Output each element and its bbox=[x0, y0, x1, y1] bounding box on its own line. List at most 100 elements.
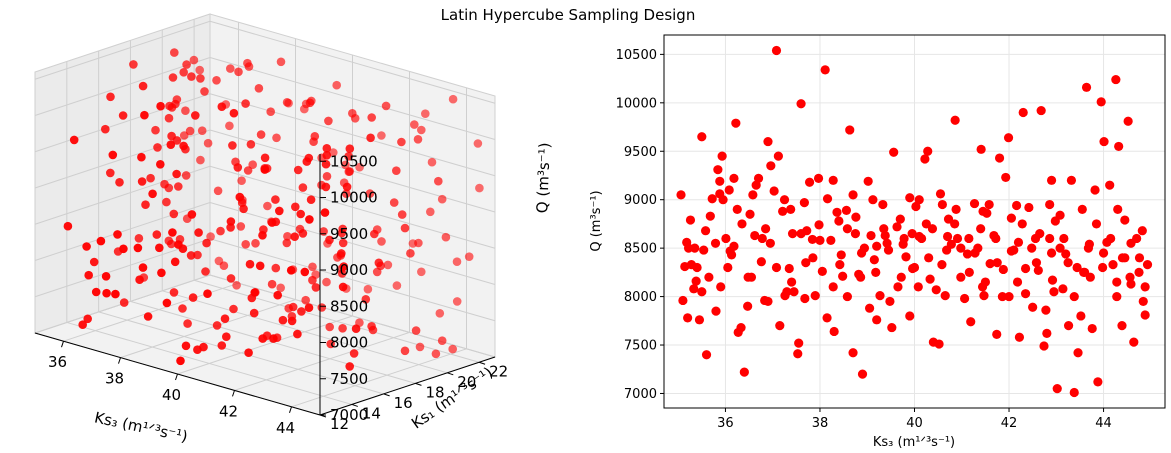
data-point-3d bbox=[278, 315, 288, 325]
data-point-3d bbox=[133, 243, 143, 253]
data-point-3d bbox=[82, 242, 91, 251]
data-point-3d bbox=[260, 153, 270, 163]
data-point bbox=[704, 272, 714, 282]
data-point bbox=[942, 231, 953, 242]
data-point bbox=[905, 193, 915, 203]
data-point-3d bbox=[337, 228, 347, 238]
data-point bbox=[1052, 384, 1062, 394]
data-point-3d bbox=[361, 295, 371, 304]
data-point-3d bbox=[151, 125, 160, 135]
data-point bbox=[956, 243, 966, 253]
data-point-3d bbox=[232, 281, 241, 290]
data-point-3d bbox=[181, 171, 191, 180]
data-point bbox=[799, 198, 809, 208]
data-point-3d bbox=[183, 319, 192, 328]
data-point-3d bbox=[212, 76, 221, 85]
data-point bbox=[1098, 248, 1109, 258]
data-point bbox=[683, 313, 693, 323]
data-point bbox=[802, 226, 812, 236]
data-point bbox=[769, 186, 779, 196]
data-point bbox=[1014, 332, 1025, 342]
data-point bbox=[726, 250, 737, 260]
data-point bbox=[1076, 311, 1086, 321]
data-point-3d bbox=[345, 144, 355, 153]
data-point-3d bbox=[320, 208, 330, 217]
data-point bbox=[1033, 265, 1043, 276]
data-point-3d bbox=[417, 125, 426, 135]
data-point-3d bbox=[324, 116, 333, 126]
data-point bbox=[880, 230, 890, 241]
data-point-3d bbox=[196, 155, 205, 165]
data-point-3d bbox=[287, 316, 297, 326]
data-point bbox=[1045, 233, 1055, 244]
data-point bbox=[991, 233, 1001, 244]
data-point bbox=[729, 241, 739, 251]
data-point-3d bbox=[417, 267, 426, 277]
data-point bbox=[1013, 237, 1024, 247]
data-point bbox=[1006, 213, 1016, 223]
data-point bbox=[822, 313, 832, 323]
data-point-3d bbox=[196, 74, 205, 83]
data-point bbox=[1020, 263, 1031, 274]
data-point-3d bbox=[118, 111, 128, 120]
data-point bbox=[1055, 210, 1065, 220]
data-point bbox=[1112, 291, 1122, 302]
data-point bbox=[864, 303, 875, 313]
data-point bbox=[895, 214, 905, 224]
data-point-3d bbox=[338, 238, 348, 248]
data-point bbox=[964, 233, 974, 244]
data-point-3d bbox=[322, 144, 332, 153]
data-point bbox=[743, 272, 753, 282]
data-point bbox=[871, 267, 881, 277]
data-point-3d bbox=[243, 58, 252, 68]
data-point-3d bbox=[140, 110, 149, 120]
data-point bbox=[931, 285, 941, 295]
grid-line-z bbox=[34, 165, 211, 225]
data-point-3d bbox=[271, 263, 281, 273]
data-point bbox=[705, 211, 715, 221]
y-tick-mark-3d bbox=[415, 382, 422, 386]
data-point bbox=[869, 255, 879, 265]
data-point bbox=[786, 204, 796, 214]
data-point bbox=[1042, 328, 1052, 338]
data-point-3d bbox=[119, 298, 129, 307]
data-point bbox=[700, 226, 711, 236]
z-tick-label-3d: 9500 bbox=[330, 225, 368, 243]
data-point bbox=[978, 206, 988, 216]
data-point bbox=[850, 229, 861, 239]
data-point bbox=[1066, 175, 1077, 185]
data-point bbox=[1108, 260, 1118, 270]
data-point-3d bbox=[212, 321, 222, 330]
data-point-3d bbox=[102, 288, 111, 298]
data-point-3d bbox=[101, 124, 110, 134]
data-point bbox=[804, 177, 815, 187]
data-point bbox=[820, 65, 830, 75]
data-point bbox=[721, 233, 731, 244]
data-point-3d bbox=[266, 107, 276, 116]
data-point-3d bbox=[220, 314, 230, 324]
data-point-3d bbox=[228, 141, 237, 150]
data-point bbox=[872, 241, 882, 251]
data-point-3d bbox=[201, 267, 210, 276]
data-point bbox=[1001, 172, 1011, 183]
data-point bbox=[863, 176, 873, 186]
data-point bbox=[1081, 82, 1092, 92]
data-point-3d bbox=[187, 210, 197, 219]
data-point bbox=[1085, 272, 1095, 282]
z-tick-label-3d: 7500 bbox=[330, 370, 368, 388]
data-point bbox=[934, 339, 944, 349]
data-point bbox=[1046, 175, 1057, 185]
data-point bbox=[887, 322, 897, 333]
data-point-3d bbox=[392, 166, 401, 175]
data-point bbox=[992, 329, 1002, 339]
data-point bbox=[921, 219, 931, 229]
data-point bbox=[908, 263, 918, 274]
data-point-3d bbox=[219, 261, 229, 271]
data-point-3d bbox=[148, 189, 157, 199]
grid-line-x bbox=[291, 348, 467, 408]
data-point bbox=[1061, 249, 1071, 259]
data-point-3d bbox=[194, 228, 203, 237]
data-point bbox=[1084, 239, 1094, 249]
data-point bbox=[937, 260, 947, 270]
x-tick-label-3d: 40 bbox=[162, 386, 181, 404]
